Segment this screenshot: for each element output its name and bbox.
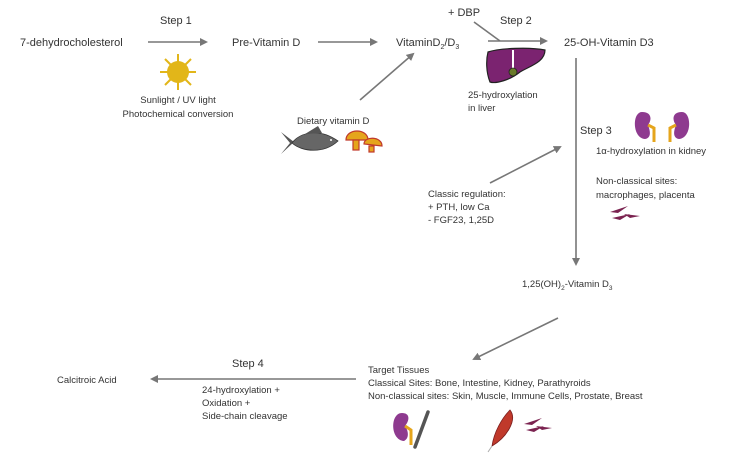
step-4-label: Step 4 xyxy=(232,358,264,370)
node-calcitriol: 1,25(OH)2-Vitamin D3 xyxy=(522,279,613,292)
macrophage-cells-icon xyxy=(610,206,640,220)
target-tissues-title: Target Tissues xyxy=(368,365,429,376)
regulation-label-line3: - FGF23, 1,25D xyxy=(428,215,494,226)
regulation-label-line1: Classic regulation: xyxy=(428,189,506,200)
dbp-line xyxy=(473,21,501,42)
sun-icon xyxy=(160,54,196,90)
node-25-oh-vitamin-d3: 25-OH-Vitamin D3 xyxy=(564,37,654,49)
muscle-icon xyxy=(487,409,513,453)
degradation-label-line3: Side-chain cleavage xyxy=(202,411,288,422)
photochemical-label: Photochemical conversion xyxy=(123,109,234,120)
kidney-hydroxylation-label: 1α-hydroxylation in kidney xyxy=(596,146,706,157)
nonclassical-label-line1: Non-classical sites: xyxy=(596,176,677,187)
step-2-label: Step 2 xyxy=(500,15,532,27)
step-3-label: Step 3 xyxy=(580,125,612,137)
liver-label-line2: in liver xyxy=(468,103,495,114)
degradation-label-line2: Oxidation + xyxy=(202,398,251,409)
kidney-bone-icon xyxy=(393,410,430,449)
arrow-calcitriol-to-targets xyxy=(472,317,559,360)
target-nonclassical-sites: Non-classical sites: Skin, Muscle, Immun… xyxy=(368,391,643,402)
fish-icon xyxy=(281,126,339,154)
degradation-label-line1: 24-hydroxylation + xyxy=(202,385,280,396)
kidneys-icon xyxy=(634,112,690,142)
node-vitamin-d2-d3: VitaminD2/D3 xyxy=(396,37,459,51)
immune-cells-icon xyxy=(524,418,552,432)
node-pre-vitamin-d: Pre-Vitamin D xyxy=(232,37,300,49)
regulation-label-line2: + PTH, low Ca xyxy=(428,202,490,213)
liver-icon xyxy=(486,47,546,84)
nonclassical-label-line2: macrophages, placenta xyxy=(596,190,695,201)
arrow-dietary-to-vitd xyxy=(359,52,415,101)
dbp-label: + DBP xyxy=(448,7,480,19)
mushroom-icon xyxy=(345,130,383,153)
liver-label-line1: 25-hydroxylation xyxy=(468,90,538,101)
node-7-dehydrocholesterol: 7-dehydrocholesterol xyxy=(20,37,123,49)
dietary-label: Dietary vitamin D xyxy=(297,116,369,127)
target-classical-sites: Classical Sites: Bone, Intestine, Kidney… xyxy=(368,378,591,389)
sunlight-label: Sunlight / UV light xyxy=(140,95,216,106)
node-calcitroic-acid: Calcitroic Acid xyxy=(57,375,117,386)
arrow-regulation xyxy=(489,146,562,184)
step-1-label: Step 1 xyxy=(160,15,192,27)
